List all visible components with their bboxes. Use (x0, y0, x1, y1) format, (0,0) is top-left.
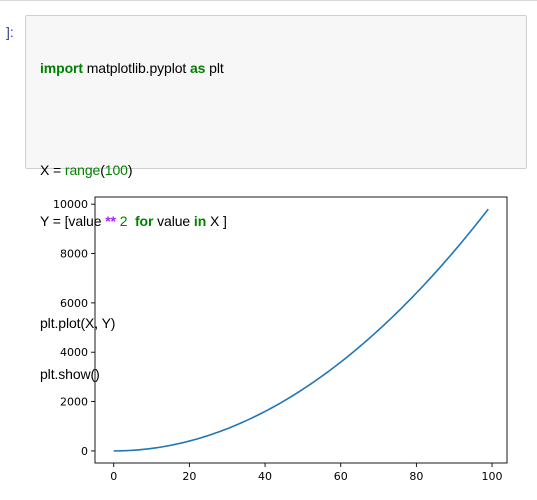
module-name: matplotlib.pyplot (83, 60, 190, 76)
assign-x: X = (40, 162, 65, 178)
number-100: 100 (105, 162, 128, 178)
x-tick-label: 40 (258, 470, 272, 483)
cell-top-border (0, 0, 537, 1)
x-tick-label: 100 (482, 470, 503, 483)
axes: 0 20 40 60 80 100 0 2000 4000 6000 8000 10000 (53, 197, 507, 483)
y-tick-label: 2000 (60, 396, 88, 409)
module-alias: plt (205, 60, 223, 76)
y-tick-label: 0 (81, 445, 88, 458)
y-tick-label: 6000 (60, 297, 88, 310)
x-tick-label: 20 (182, 470, 196, 483)
code-cell-input[interactable]: import matplotlib.pyplot as plt X = rang… (25, 15, 527, 169)
builtin-range: range (65, 162, 100, 178)
paren-close: ) (128, 162, 133, 178)
cell-prompt: ]: (6, 24, 14, 40)
y-tick-label: 4000 (60, 346, 88, 359)
x-tick-label: 60 (334, 470, 348, 483)
series-line (114, 209, 489, 451)
output-line-chart: 0 20 40 60 80 100 0 2000 4000 6000 8000 10000 (0, 184, 537, 500)
x-tick-label: 80 (409, 470, 423, 483)
y-tick-label: 10000 (53, 198, 88, 211)
x-tick-label: 0 (110, 470, 117, 483)
plot-frame (95, 197, 507, 463)
code-line-3: X = range(100) (40, 162, 227, 179)
keyword-as: as (190, 60, 205, 76)
code-line-1: import matplotlib.pyplot as plt (40, 60, 227, 77)
code-line-blank (40, 111, 227, 128)
keyword-import: import (40, 60, 83, 76)
y-tick-label: 8000 (60, 248, 88, 261)
